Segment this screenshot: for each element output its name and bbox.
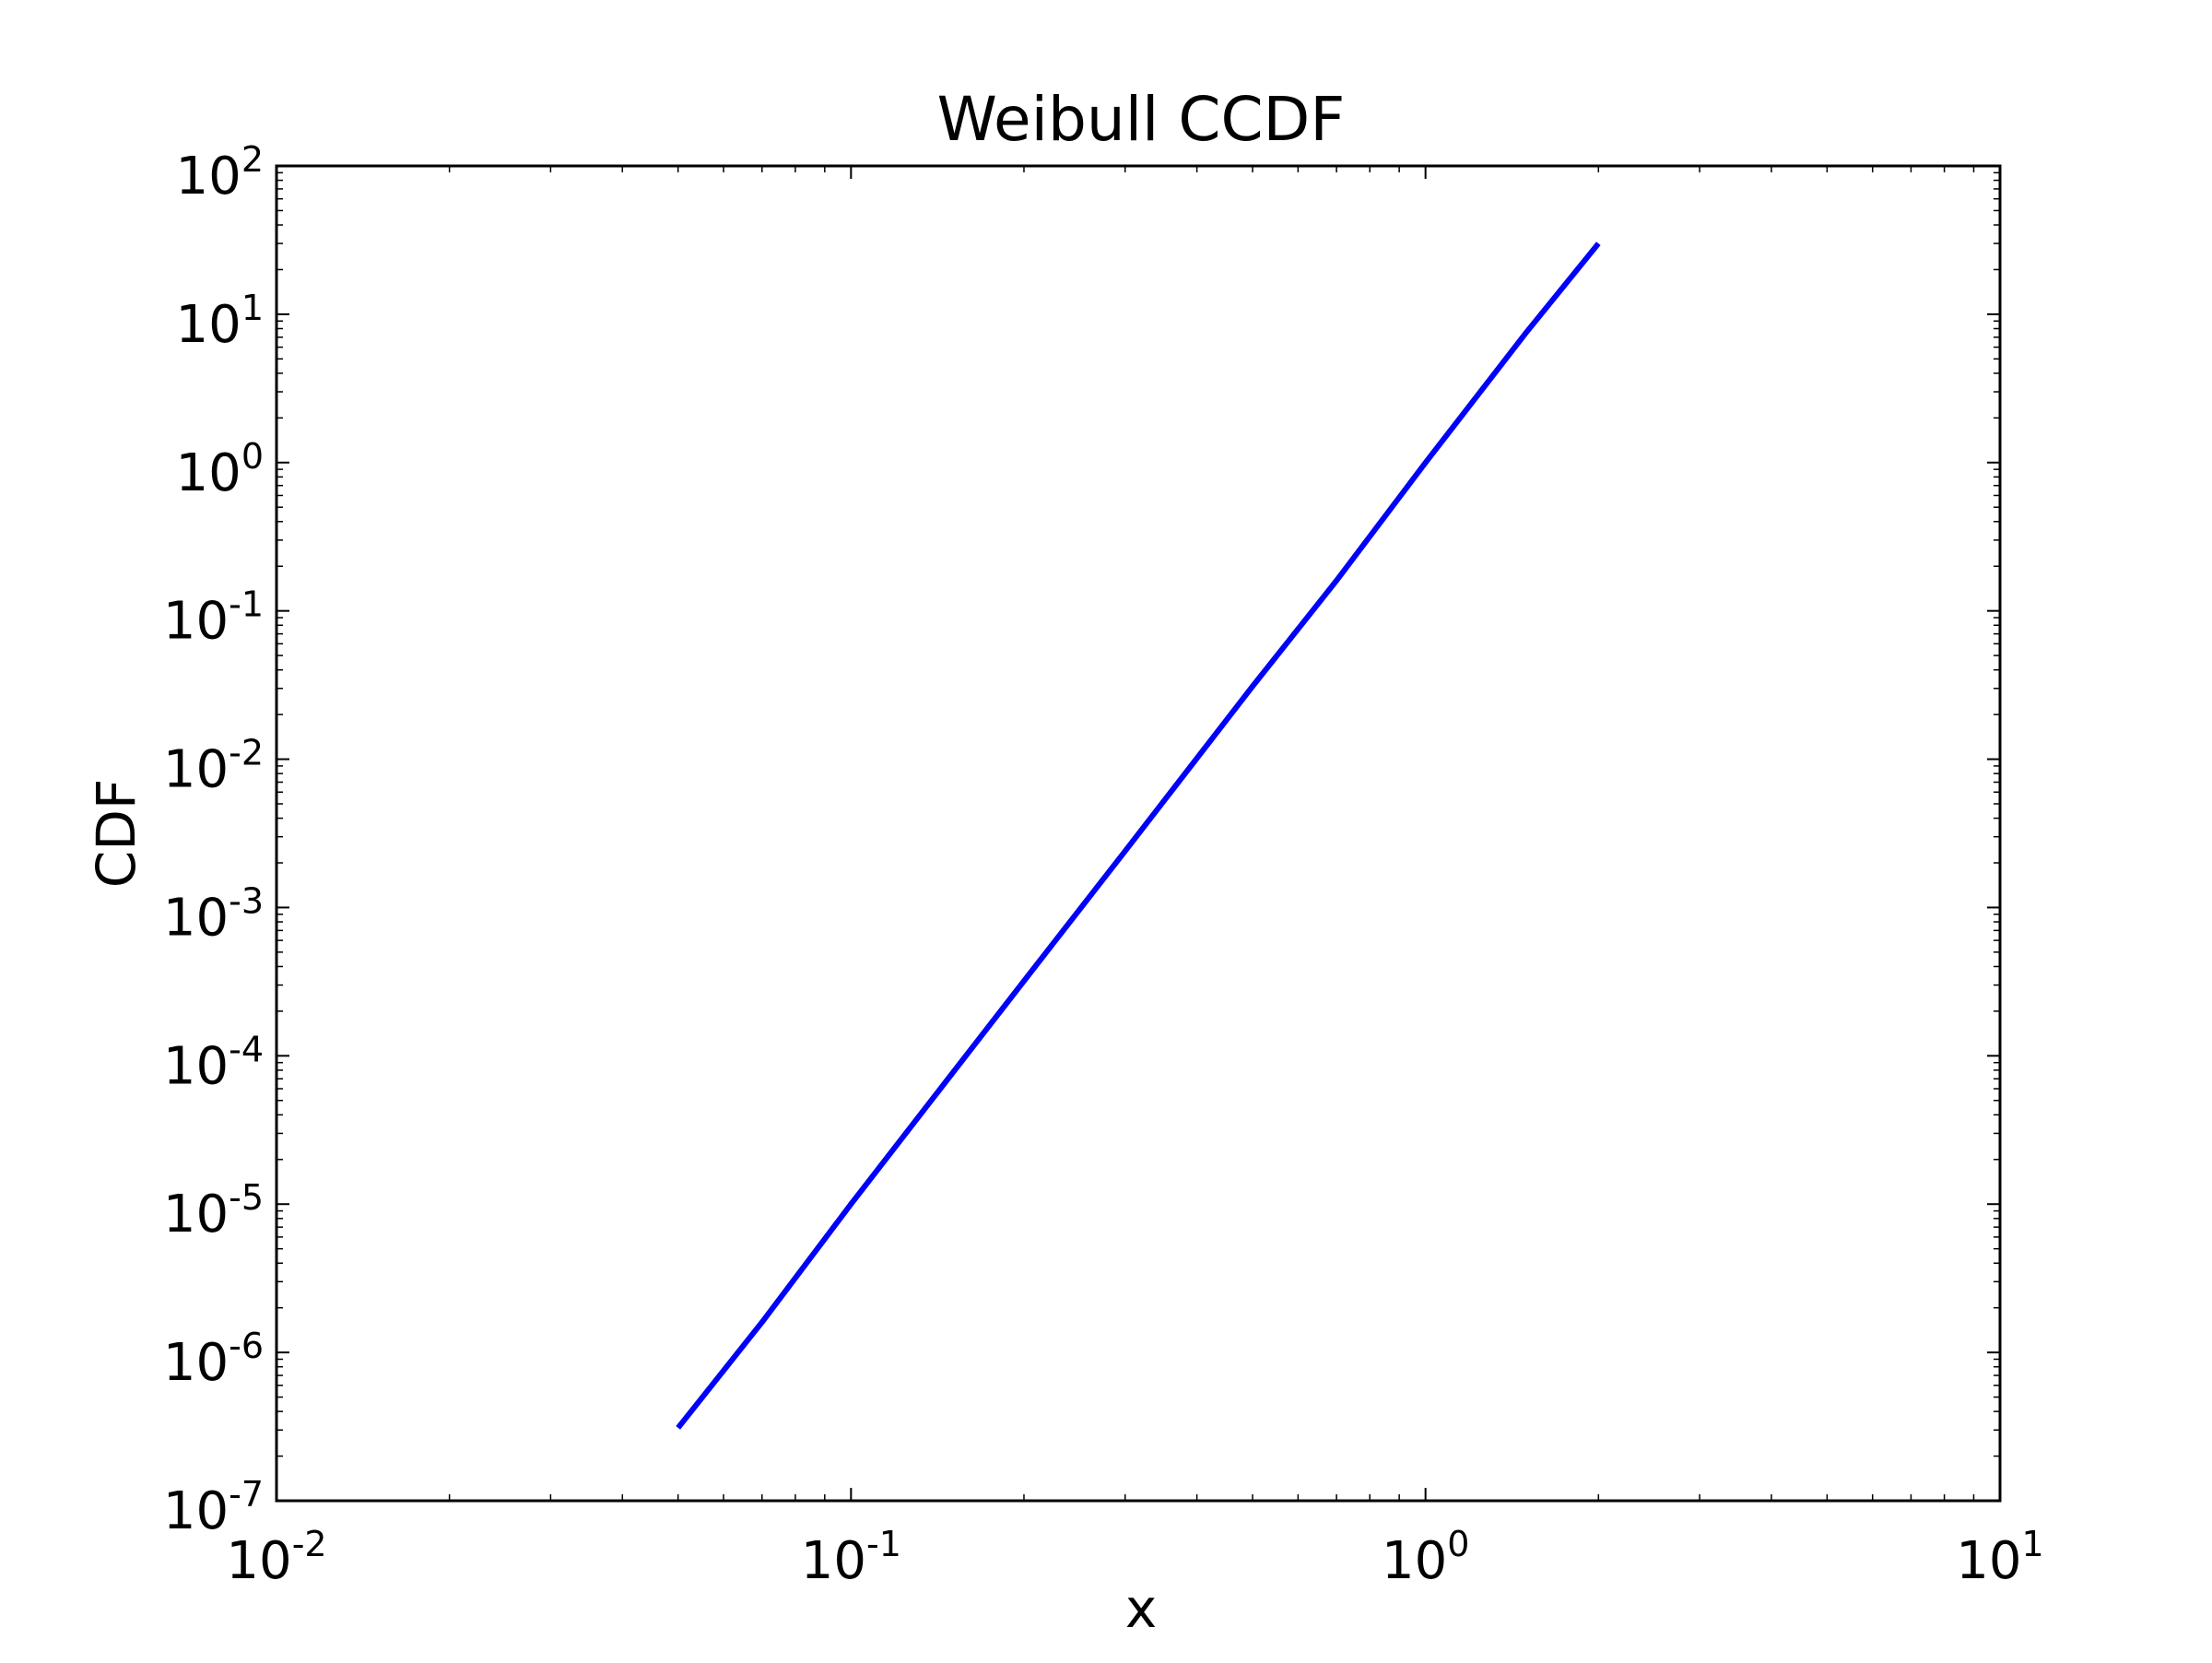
y-tick-label: 10-6 (163, 1326, 264, 1393)
y-tick-label: 100 (176, 436, 264, 503)
x-tick-label: 10-1 (801, 1524, 901, 1591)
y-tick-labels: 10-7 10-6 10-5 10-4 10-3 10-2 10-1 100 101 102 (163, 139, 264, 1541)
y-tick-label: 10-1 (163, 584, 264, 652)
y-tick-label: 101 (176, 288, 264, 355)
y-tick-label: 10-7 (163, 1474, 264, 1541)
chart-title: Weibull CCDF (937, 84, 1346, 155)
y-tick-label: 10-3 (163, 880, 264, 948)
x-tick-labels: 10-2 10-1 100 101 (226, 1524, 2043, 1591)
y-tick-label: 10-2 (163, 733, 264, 800)
axes-frame (275, 164, 2002, 1503)
plot-lines (676, 242, 1601, 1430)
x-tick-label: 100 (1382, 1524, 1469, 1591)
x-tick-label: 101 (1956, 1524, 2043, 1591)
y-axis-label: CDF (85, 779, 147, 889)
x-tick-label: 10-2 (226, 1524, 326, 1591)
x-axis-label: x (1125, 1577, 1157, 1640)
y-tick-label: 10-5 (163, 1177, 264, 1244)
series-line-0 (676, 242, 1601, 1430)
y-tick-label: 10-4 (163, 1029, 264, 1096)
y-tick-label: 102 (176, 139, 264, 206)
